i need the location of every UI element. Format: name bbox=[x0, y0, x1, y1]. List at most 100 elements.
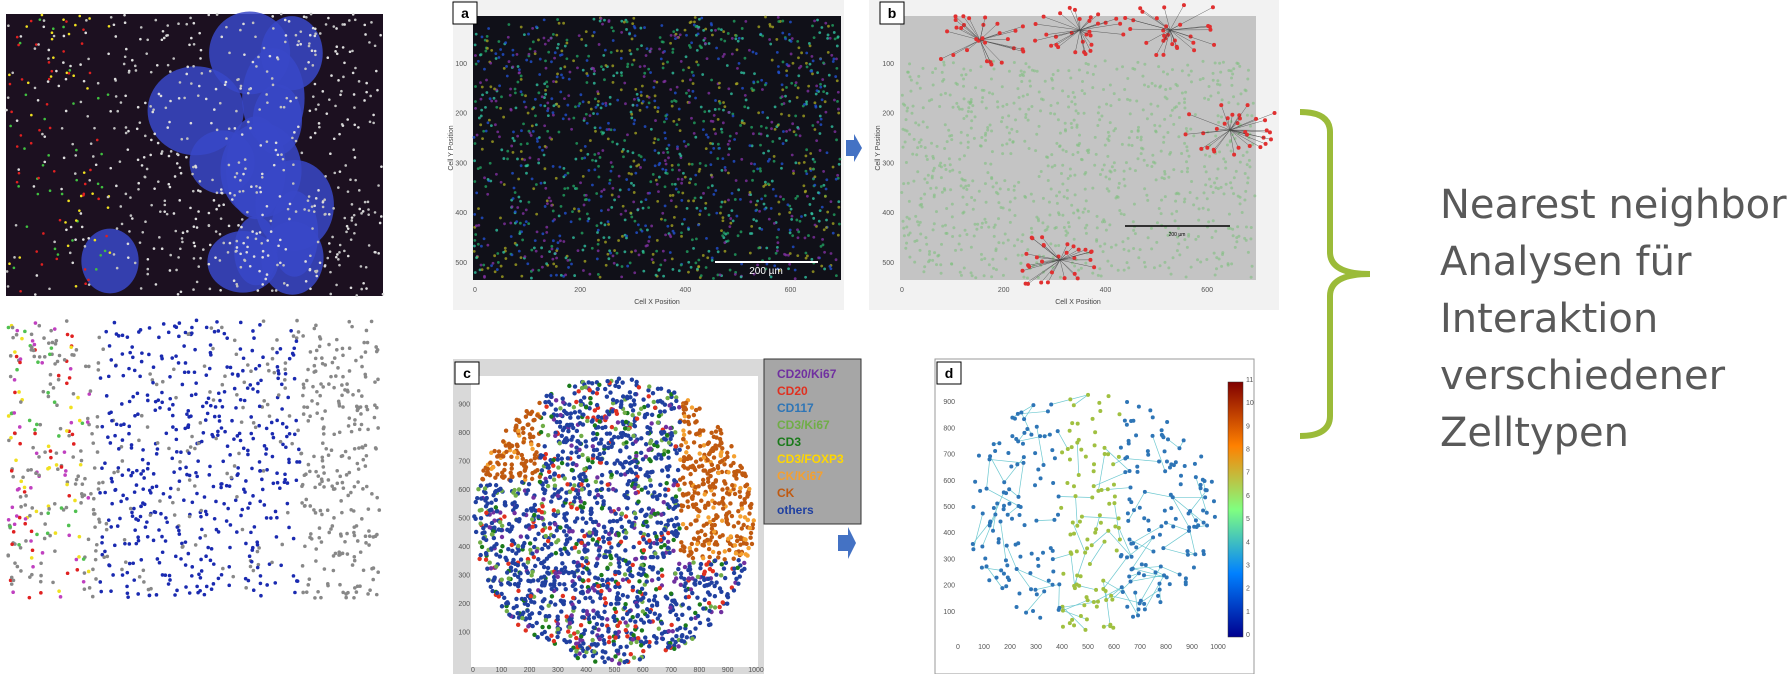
cell bbox=[538, 73, 541, 76]
cell bbox=[1206, 197, 1209, 200]
cell bbox=[520, 75, 523, 78]
cell bbox=[593, 168, 596, 171]
cell bbox=[356, 539, 360, 543]
cell bbox=[1085, 62, 1088, 65]
cell bbox=[600, 209, 603, 212]
cell bbox=[826, 92, 829, 95]
cell bbox=[315, 411, 319, 415]
cell bbox=[1212, 79, 1215, 82]
cell bbox=[817, 256, 820, 259]
cell bbox=[833, 58, 836, 61]
cell bbox=[261, 256, 264, 259]
cell bbox=[835, 274, 838, 277]
cell bbox=[53, 400, 57, 404]
cell bbox=[549, 633, 553, 637]
cell bbox=[184, 585, 188, 589]
cell bbox=[167, 447, 171, 451]
cell bbox=[1023, 195, 1026, 198]
cell bbox=[473, 159, 476, 162]
cell bbox=[116, 470, 120, 474]
cell bbox=[594, 130, 597, 133]
cell bbox=[481, 148, 484, 151]
cell bbox=[830, 54, 833, 57]
cell bbox=[244, 158, 247, 161]
cell bbox=[341, 405, 345, 409]
cell bbox=[81, 42, 84, 45]
cell bbox=[181, 383, 185, 387]
cell bbox=[205, 401, 209, 405]
cell bbox=[204, 373, 208, 377]
cell bbox=[570, 220, 573, 223]
cell bbox=[324, 265, 327, 268]
cell bbox=[739, 198, 742, 201]
cell bbox=[273, 581, 277, 585]
cell bbox=[220, 426, 224, 430]
cell bbox=[837, 35, 840, 38]
cell bbox=[320, 513, 324, 517]
cell bbox=[813, 36, 816, 39]
cell bbox=[997, 201, 1000, 204]
cell bbox=[737, 234, 740, 237]
cell bbox=[812, 158, 815, 161]
cell bbox=[685, 55, 688, 58]
cell bbox=[981, 222, 984, 225]
cell bbox=[263, 47, 266, 50]
cell bbox=[944, 123, 947, 126]
cell bbox=[258, 460, 262, 464]
cell bbox=[756, 168, 759, 171]
cell bbox=[661, 212, 664, 215]
cell bbox=[723, 231, 726, 234]
cell bbox=[524, 94, 527, 97]
cell bbox=[518, 250, 521, 253]
cell bbox=[646, 47, 649, 50]
cell bbox=[511, 205, 514, 208]
cell bbox=[633, 620, 637, 624]
cell bbox=[1014, 118, 1017, 121]
cell bbox=[943, 147, 946, 150]
cell bbox=[688, 181, 691, 184]
cell bbox=[284, 445, 288, 449]
cell bbox=[560, 457, 564, 461]
cell bbox=[836, 79, 839, 82]
cell bbox=[812, 168, 815, 171]
cell bbox=[43, 161, 46, 164]
cell bbox=[343, 388, 347, 392]
cell bbox=[169, 70, 172, 73]
cell bbox=[7, 518, 11, 522]
cell bbox=[605, 264, 608, 267]
cell bbox=[258, 364, 262, 368]
cell bbox=[373, 403, 377, 407]
cell bbox=[283, 368, 287, 372]
cell bbox=[771, 140, 774, 143]
cell bbox=[187, 370, 191, 374]
cell bbox=[166, 213, 169, 216]
cell bbox=[593, 18, 596, 21]
cell bbox=[752, 51, 755, 54]
cell bbox=[34, 471, 38, 475]
cell bbox=[1076, 151, 1079, 154]
cell bbox=[1202, 191, 1205, 194]
cell bbox=[960, 131, 963, 134]
cell bbox=[636, 209, 639, 212]
cell bbox=[1059, 144, 1062, 147]
cell bbox=[1018, 107, 1021, 110]
cell bbox=[308, 45, 311, 48]
cell bbox=[209, 244, 212, 247]
cell bbox=[280, 407, 284, 411]
cell bbox=[760, 228, 763, 231]
cell bbox=[1155, 130, 1158, 133]
cell bbox=[826, 151, 829, 154]
cell bbox=[550, 204, 553, 207]
cell bbox=[1024, 116, 1027, 119]
cell bbox=[1183, 97, 1186, 100]
cell bbox=[89, 492, 93, 496]
cell bbox=[33, 185, 36, 188]
cell bbox=[986, 129, 989, 132]
cell bbox=[562, 240, 565, 243]
cell bbox=[676, 147, 679, 150]
cell bbox=[307, 463, 311, 467]
cell bbox=[582, 100, 585, 103]
cell bbox=[51, 38, 54, 41]
cell bbox=[1220, 115, 1223, 118]
cell bbox=[541, 266, 544, 269]
